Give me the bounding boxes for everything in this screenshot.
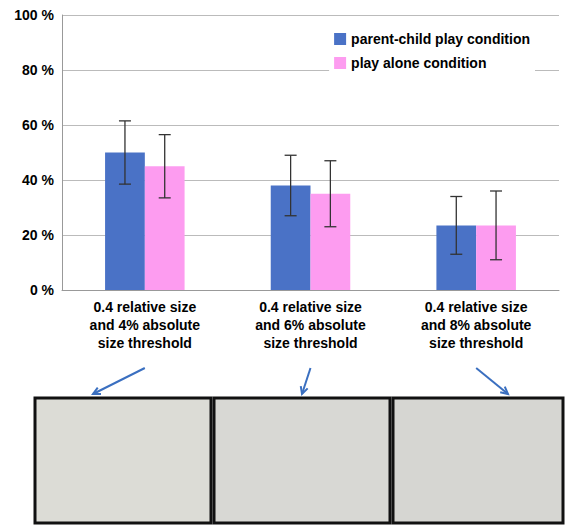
svg-text:0 %: 0 % [30,282,55,298]
svg-text:size threshold: size threshold [429,335,523,351]
svg-text:60 %: 60 % [22,117,54,133]
svg-text:0.4 relative size: 0.4 relative size [425,299,528,315]
svg-text:and 6% absolute: and 6% absolute [255,317,366,333]
svg-text:size threshold: size threshold [98,335,192,351]
svg-text:40 %: 40 % [22,172,54,188]
svg-text:and 8% absolute: and 8% absolute [421,317,532,333]
svg-text:size threshold: size threshold [263,335,357,351]
svg-text:100 %: 100 % [14,7,54,23]
svg-text:0.4 relative size: 0.4 relative size [93,299,196,315]
svg-text:0.4 relative size: 0.4 relative size [259,299,362,315]
svg-text:play alone condition: play alone condition [351,55,486,71]
svg-text:parent-child play condition: parent-child play condition [351,31,530,47]
svg-text:and 4% absolute: and 4% absolute [90,317,201,333]
svg-text:80 %: 80 % [22,62,54,78]
svg-text:20 %: 20 % [22,227,54,243]
